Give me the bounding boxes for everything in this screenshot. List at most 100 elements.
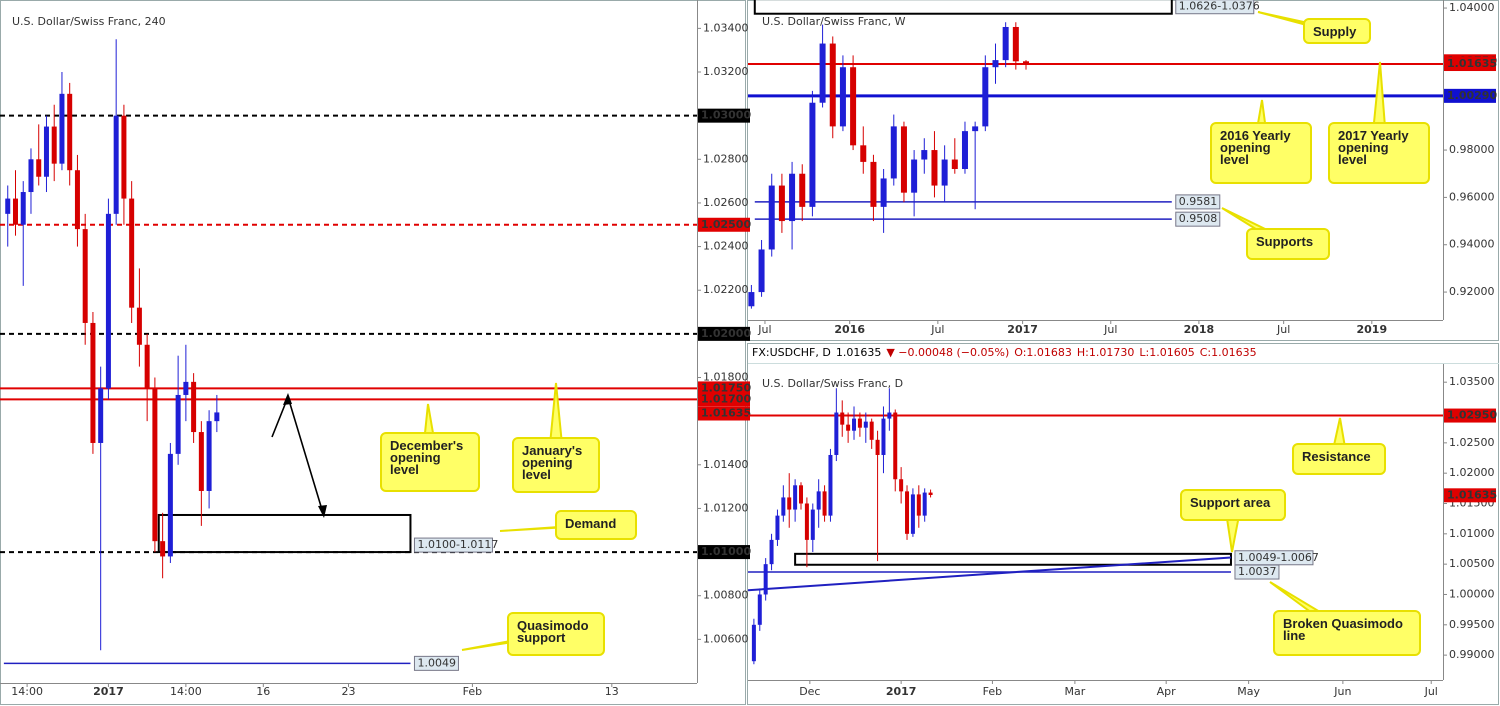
x-tick-label: 2017 xyxy=(93,685,124,698)
candle-body xyxy=(870,161,877,207)
x-tick-label: Jun xyxy=(1333,685,1351,698)
y-tick-label: 1.01400 xyxy=(703,458,749,471)
candle-body xyxy=(167,453,173,557)
y-tick-label: 0.99500 xyxy=(1449,618,1495,631)
candle-body xyxy=(890,126,897,179)
y-tick-label: 1.02200 xyxy=(703,283,749,296)
panel-frame xyxy=(0,0,746,705)
candle-body xyxy=(113,115,119,214)
level-end-box xyxy=(1175,194,1221,210)
candle-body xyxy=(799,485,804,504)
header-item: L:1.01605 xyxy=(1139,346,1194,359)
candle-body xyxy=(74,170,80,230)
candle-body xyxy=(972,126,979,132)
y-tick-label: 1.00000 xyxy=(1449,587,1495,600)
y-tick-label: 1.02400 xyxy=(703,240,749,253)
candle-body xyxy=(869,421,874,440)
level-label-box xyxy=(698,108,750,123)
candle-body xyxy=(928,492,933,496)
level-label: 1.02950 xyxy=(1447,409,1497,422)
y-tick-label: 1.02000 xyxy=(1449,466,1495,479)
y-tick-label: 0.94000 xyxy=(1449,238,1495,251)
level-label-box xyxy=(698,217,750,232)
candle-body xyxy=(899,479,904,492)
chart-title: U.S. Dollar/Swiss Franc, W xyxy=(762,15,906,28)
candle-body xyxy=(916,494,921,516)
candle-body xyxy=(775,515,780,540)
x-tick-label: Jul xyxy=(930,323,944,336)
level-label-box xyxy=(698,381,750,396)
candle-body xyxy=(951,159,958,169)
x-tick-label: Apr xyxy=(1157,685,1177,698)
level-label-box xyxy=(1444,88,1496,103)
zone-label-box xyxy=(1175,0,1255,15)
candle-body xyxy=(36,159,42,177)
zone xyxy=(753,0,1173,15)
plot-area xyxy=(748,0,1443,309)
candle-body xyxy=(931,150,938,186)
candle-body xyxy=(793,485,798,510)
y-tick-label: 1.04000 xyxy=(1449,1,1495,14)
y-tick-label: 0.99000 xyxy=(1449,648,1495,661)
y-tick-label: 0.96000 xyxy=(1449,190,1495,203)
candle-body xyxy=(12,198,18,225)
candle-body xyxy=(183,381,189,395)
plot-area xyxy=(748,388,1443,665)
candle-body xyxy=(191,381,197,433)
candle-body xyxy=(810,509,815,540)
level-label: 1.02000 xyxy=(701,327,751,340)
level-end-label: 1.0049 xyxy=(417,656,456,669)
candle-body xyxy=(1002,26,1009,61)
level-label-box xyxy=(1444,408,1496,423)
x-tick-label: 23 xyxy=(342,685,356,698)
candle-body xyxy=(43,126,49,177)
x-tick-label: Jul xyxy=(757,323,771,336)
level-end-label: 0.9581 xyxy=(1179,195,1218,208)
x-tick-label: 14:00 xyxy=(170,685,202,698)
candle-body xyxy=(214,412,220,422)
candle-body xyxy=(905,491,910,534)
candle-body xyxy=(144,344,150,389)
x-tick-label: 2019 xyxy=(1356,323,1387,336)
candle-body xyxy=(778,185,785,222)
candle-body xyxy=(840,412,845,425)
candle-body xyxy=(160,541,166,557)
level-label: 1.01635 xyxy=(1447,57,1497,70)
x-tick-label: 2018 xyxy=(1184,323,1215,336)
candle-body xyxy=(863,421,868,428)
y-tick-label: 1.00800 xyxy=(703,589,749,602)
x-tick-label: Jul xyxy=(1276,323,1290,336)
x-tick-label: 2016 xyxy=(834,323,865,336)
header-item: C:1.01635 xyxy=(1200,346,1257,359)
chart-title: U.S. Dollar/Swiss Franc, 240 xyxy=(12,15,166,28)
arrowhead xyxy=(318,505,327,518)
level-label-box xyxy=(698,392,750,407)
candle-body xyxy=(121,115,127,199)
plot-area xyxy=(0,39,697,665)
candle-body xyxy=(768,185,775,250)
y-tick-label: 0.92000 xyxy=(1449,285,1495,298)
level-end-label: 0.9508 xyxy=(1179,212,1218,225)
candle-body xyxy=(781,497,786,516)
callout: Support area xyxy=(1180,489,1286,521)
candle-body xyxy=(757,594,762,625)
candle-body xyxy=(910,494,915,534)
header-item: H:1.01730 xyxy=(1077,346,1134,359)
candle-body xyxy=(828,454,833,516)
level-label-box xyxy=(1444,57,1496,72)
candle-body xyxy=(789,173,796,222)
zone-label: 1.0626-1.0376 xyxy=(1179,0,1260,13)
candle-body xyxy=(20,192,26,225)
level-label: 1.01750 xyxy=(701,381,751,394)
y-tick-label: 0.98000 xyxy=(1449,143,1495,156)
candle-body xyxy=(804,503,809,540)
zone xyxy=(157,513,412,554)
y-tick-label: 1.00600 xyxy=(703,632,749,645)
header-item: ▼ −0.00048 (−0.05%) xyxy=(886,346,1009,359)
x-tick-label: Jul xyxy=(1103,323,1117,336)
candle-body xyxy=(748,292,755,307)
x-tick-label: Dec xyxy=(799,685,820,698)
candle-body xyxy=(67,93,73,171)
symbol-header: FX:USDCHF, D 1.01635 ▼ −0.00048 (−0.05%) O:… xyxy=(752,346,1257,359)
